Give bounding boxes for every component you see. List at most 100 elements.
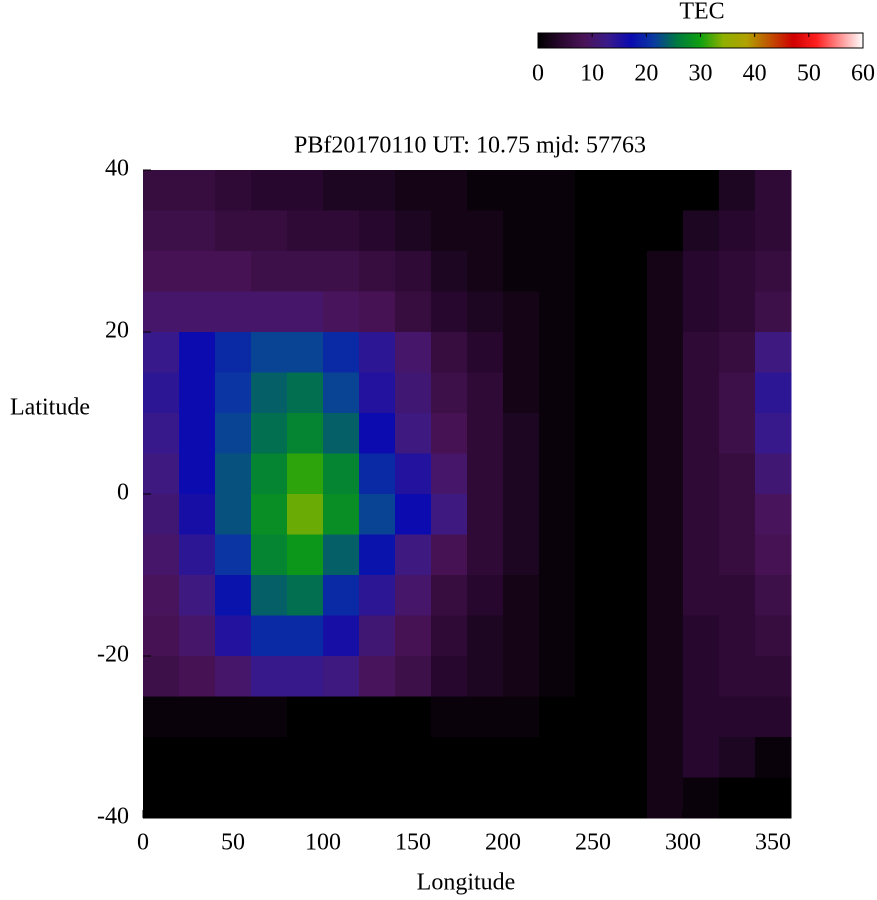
heat-cell (539, 251, 576, 292)
heat-cell (719, 170, 756, 211)
heat-cell (143, 656, 180, 697)
heat-cell (503, 575, 540, 616)
heat-cell (179, 372, 216, 414)
heat-cell (611, 332, 648, 373)
heat-cell (467, 534, 504, 576)
heat-cell (215, 332, 252, 373)
heat-cell (719, 494, 756, 535)
colorbar-label: TEC (679, 0, 724, 25)
heat-cell (539, 615, 576, 657)
heat-cell (323, 534, 360, 576)
heat-cell (467, 413, 504, 454)
heat-cell (611, 372, 648, 414)
heat-cell (467, 332, 504, 373)
heat-cell (251, 251, 288, 292)
heat-cell (179, 777, 216, 819)
heat-cell (719, 453, 756, 495)
heat-cell (323, 210, 360, 252)
heat-cell (251, 332, 288, 373)
heat-cell (719, 656, 756, 697)
heat-cell (467, 696, 504, 738)
heat-cell (503, 332, 540, 373)
y-tick-label: 20 (105, 318, 129, 344)
heat-cell (287, 696, 324, 738)
heat-cell (251, 210, 288, 252)
heat-cell (431, 534, 468, 576)
heat-cell (575, 615, 612, 657)
heat-cell (143, 615, 180, 657)
heat-cell (575, 737, 612, 778)
heat-cell (179, 656, 216, 697)
heat-cell (287, 575, 324, 616)
heat-cell (647, 494, 684, 535)
heat-cell (647, 170, 684, 211)
heat-cell (323, 575, 360, 616)
heat-cell (287, 413, 324, 454)
heat-cell (755, 210, 792, 252)
heat-cell (611, 534, 648, 576)
heat-cell (179, 170, 216, 211)
heat-cell (323, 291, 360, 333)
heat-cell (431, 615, 468, 657)
heat-cell (179, 453, 216, 495)
heat-cell (683, 494, 720, 535)
heat-cell (395, 737, 432, 778)
heat-cell (323, 170, 360, 211)
heat-cell (575, 170, 612, 211)
heat-cell (539, 656, 576, 697)
heat-cell (431, 737, 468, 778)
heat-cell (215, 210, 252, 252)
heat-cell (287, 210, 324, 252)
heat-cell (575, 210, 612, 252)
heat-cell (719, 777, 756, 819)
heat-cell (359, 332, 396, 373)
heat-cell (251, 737, 288, 778)
heat-cell (215, 575, 252, 616)
heat-cell (143, 372, 180, 414)
heat-cell (395, 494, 432, 535)
heat-cell (719, 332, 756, 373)
heat-cell (647, 453, 684, 495)
heat-cell (395, 332, 432, 373)
heat-cell (395, 615, 432, 657)
heat-cell (467, 372, 504, 414)
heat-cell (179, 737, 216, 778)
heat-cell (683, 737, 720, 778)
heat-cell (539, 737, 576, 778)
heat-cell (179, 413, 216, 454)
heat-cell (683, 453, 720, 495)
heat-cell (611, 291, 648, 333)
heat-cell (395, 696, 432, 738)
colorbar-tick-label: 0 (532, 61, 544, 87)
heat-cell (395, 453, 432, 495)
heat-cell (215, 453, 252, 495)
heat-cell (287, 453, 324, 495)
heat-cell (683, 656, 720, 697)
heat-cell (575, 656, 612, 697)
heat-cell (539, 413, 576, 454)
heat-cell (719, 210, 756, 252)
heat-cell (287, 170, 324, 211)
x-axis-label: Longitude (417, 870, 516, 896)
heat-cell (467, 737, 504, 778)
heat-cell (503, 251, 540, 292)
heat-cell (323, 251, 360, 292)
heat-cell (143, 291, 180, 333)
heat-cell (143, 332, 180, 373)
y-tick-label: -20 (97, 642, 129, 668)
heat-cell (683, 372, 720, 414)
x-tick-label: 50 (221, 830, 245, 856)
heat-cell (143, 737, 180, 778)
heat-cell (179, 291, 216, 333)
heat-cell (575, 251, 612, 292)
heat-cell (287, 615, 324, 657)
chart-title: PBf20170110 UT: 10.75 mjd: 57763 (294, 133, 646, 159)
heat-cell (719, 575, 756, 616)
heat-cell (611, 737, 648, 778)
x-tick-label: 200 (485, 830, 521, 856)
heat-cell (323, 615, 360, 657)
heat-cell (647, 413, 684, 454)
heat-cell (683, 251, 720, 292)
